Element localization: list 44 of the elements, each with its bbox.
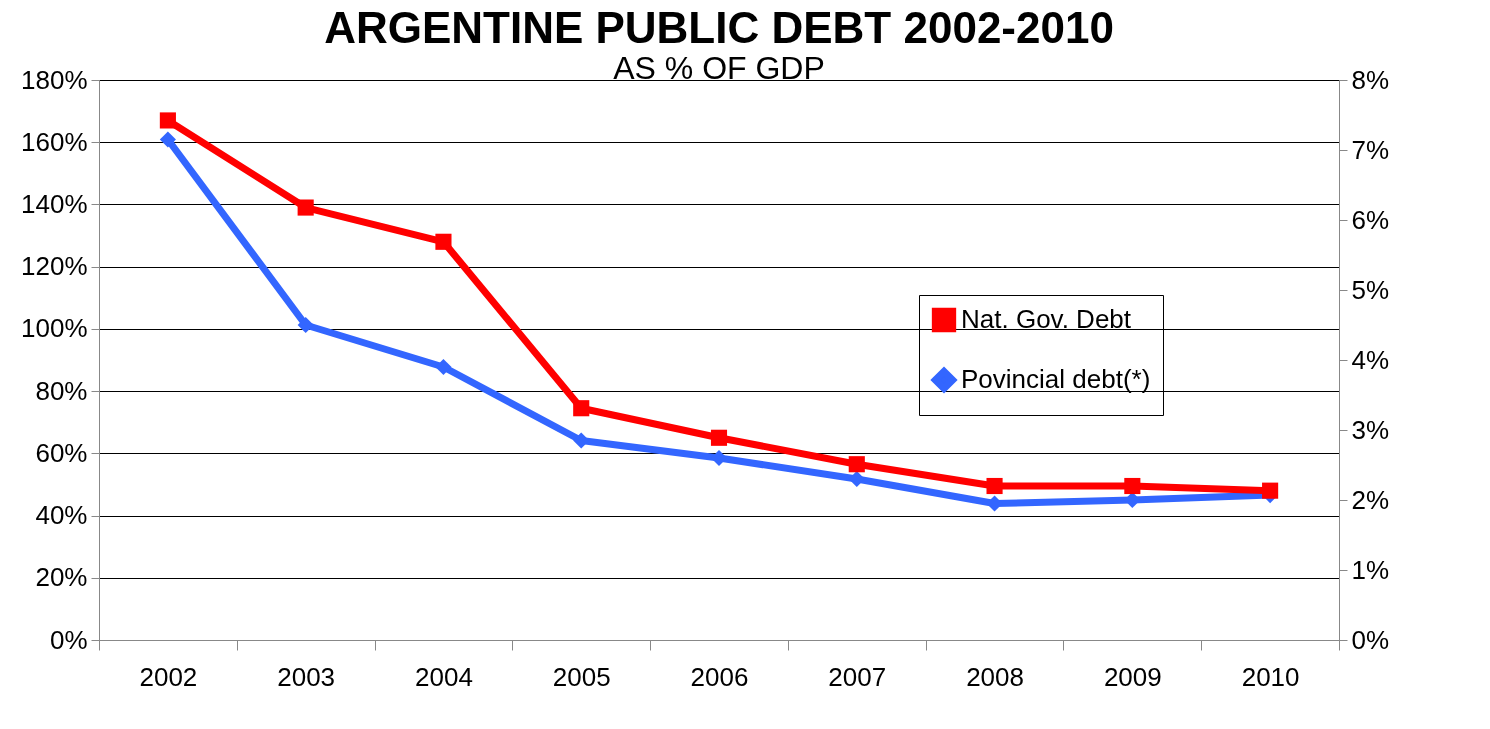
y2-tick-label: 6%: [1351, 204, 1390, 235]
chart-title: ARGENTINE PUBLIC DEBT 2002-2010: [324, 3, 1114, 52]
point: [297, 199, 314, 216]
y-tick-label: 100%: [21, 313, 88, 344]
x-tick-label: 2005: [552, 661, 611, 692]
y-tick-label: 0%: [49, 624, 88, 655]
point: [986, 477, 1003, 495]
point: [710, 429, 728, 446]
point: [435, 358, 452, 376]
y-tick-label: 40%: [35, 500, 88, 531]
point: [159, 112, 176, 129]
x-tick-label: 2003: [277, 661, 336, 692]
x-tick-label: 2007: [828, 661, 887, 692]
y-tick-label: 160%: [21, 126, 88, 157]
point: [1124, 477, 1141, 495]
y2-tick-label: 7%: [1351, 134, 1390, 165]
y-tick-label: 60%: [35, 437, 88, 468]
y2-tick-label: 0%: [1351, 624, 1390, 655]
x-tick-label: 2002: [139, 661, 198, 692]
x-tick-label: 2006: [690, 661, 749, 692]
point: [573, 400, 590, 417]
y2-tick-label: 2%: [1351, 484, 1390, 515]
x-tick-label: 2004: [415, 661, 473, 692]
y-tick-label: 120%: [21, 251, 88, 282]
point: [159, 131, 176, 148]
y-tick-label: 180%: [21, 64, 88, 95]
y2-tick-label: 3%: [1351, 414, 1390, 445]
y-tick-label: 20%: [35, 562, 88, 593]
x-tick-label: 2008: [966, 661, 1024, 692]
point: [297, 316, 314, 334]
point: [848, 456, 865, 473]
legend-label: Nat. Gov. Debt: [961, 304, 1132, 334]
y2-tick-label: 5%: [1351, 274, 1390, 305]
y-tick-label: 80%: [35, 375, 88, 406]
x-tick-label: 2010: [1241, 661, 1300, 692]
chart-subtitle: AS % OF GDP: [613, 50, 825, 86]
legend-label: Povincial debt(*): [961, 364, 1151, 394]
y2-tick-label: 1%: [1351, 554, 1390, 585]
y2-tick-label: 8%: [1351, 64, 1390, 95]
y2-tick-label: 4%: [1351, 344, 1390, 375]
point: [435, 233, 452, 250]
x-tick-label: 2009: [1103, 661, 1162, 692]
y-tick-label: 140%: [21, 188, 88, 219]
point: [1262, 482, 1279, 499]
